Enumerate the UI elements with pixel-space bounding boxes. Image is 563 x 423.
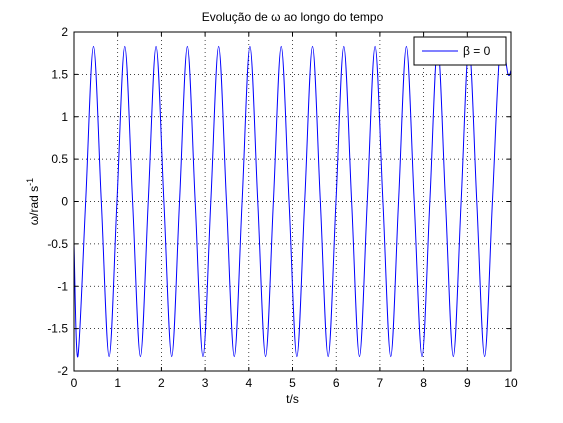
x-tick-label: 3 bbox=[202, 376, 209, 390]
y-tick-label: 1.5 bbox=[51, 67, 68, 81]
x-tick-label: 1 bbox=[114, 376, 121, 390]
y-axis-label: ω/rad s-1 bbox=[25, 178, 41, 225]
x-tick-label: 2 bbox=[158, 376, 165, 390]
grid bbox=[74, 32, 511, 371]
ticks bbox=[73, 31, 512, 372]
tick-labels: 0 1 2 3 4 5 6 7 8 9 10 -2 -1.5 -1 -0.5 0 0.5 1 1.5 2 bbox=[47, 25, 518, 390]
y-tick-label: -1.5 bbox=[47, 322, 68, 336]
x-tick-label: 10 bbox=[504, 376, 518, 390]
y-axis-label-base: ω/rad s bbox=[27, 186, 41, 225]
x-tick-label: 9 bbox=[464, 376, 471, 390]
y-tick-label: -1 bbox=[57, 279, 68, 293]
y-tick-label: -0.5 bbox=[47, 237, 68, 251]
x-tick-label: 0 bbox=[71, 376, 78, 390]
chart-title: Evolução de ω ao longo do tempo bbox=[202, 10, 384, 24]
x-tick-label: 6 bbox=[333, 376, 340, 390]
x-axis-label: t/s bbox=[286, 392, 299, 406]
y-tick-label: -2 bbox=[57, 364, 68, 378]
y-tick-label: 0.5 bbox=[51, 152, 68, 166]
y-tick-label: 1 bbox=[61, 110, 68, 124]
y-tick-label: 0 bbox=[61, 195, 68, 209]
legend-label: β = 0 bbox=[463, 44, 491, 58]
x-tick-label: 8 bbox=[420, 376, 427, 390]
x-tick-label: 4 bbox=[245, 376, 252, 390]
y-axis-label-exponent: -1 bbox=[25, 178, 35, 186]
legend: β = 0 bbox=[413, 36, 507, 66]
x-tick-label: 5 bbox=[289, 376, 296, 390]
y-tick-label: 2 bbox=[61, 25, 68, 39]
x-tick-label: 7 bbox=[377, 376, 384, 390]
